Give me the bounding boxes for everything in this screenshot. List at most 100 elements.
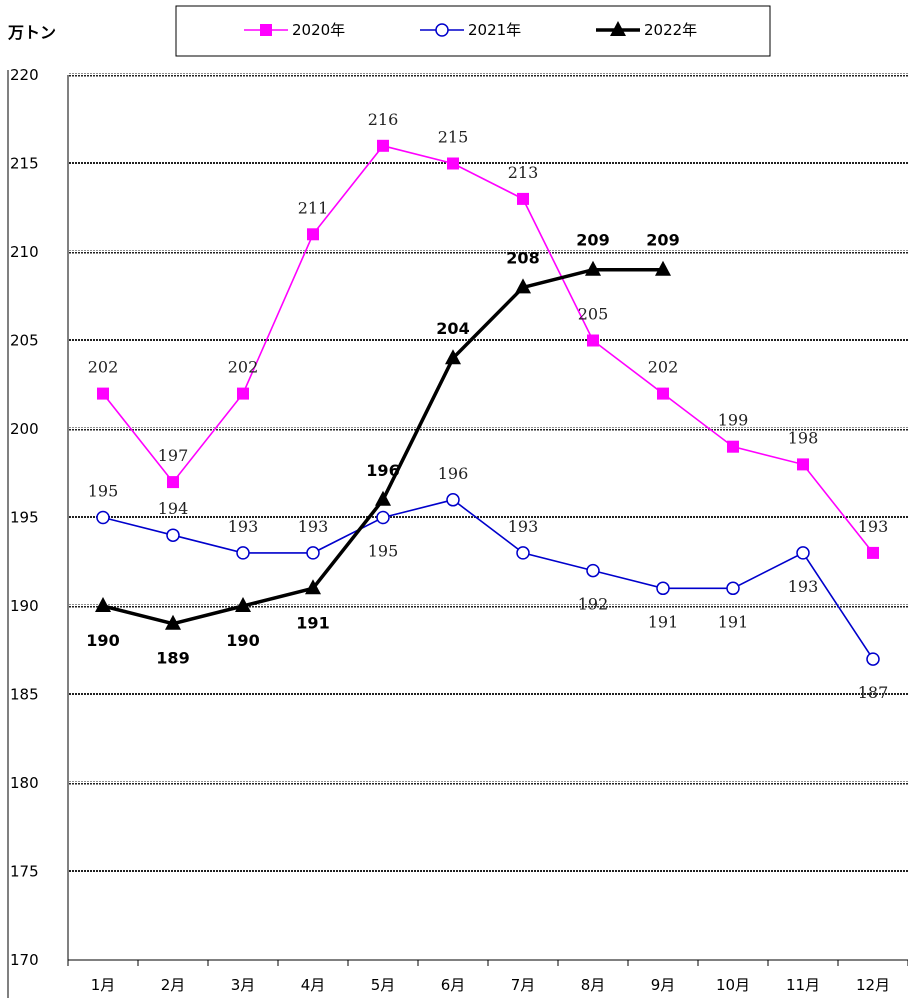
gridline-210: [68, 250, 908, 254]
square-marker: [657, 387, 669, 400]
data-label: 190: [86, 631, 119, 650]
gridlines: [68, 73, 908, 873]
gridline-220: [68, 73, 908, 77]
y-tick-label-205: 205: [10, 332, 39, 350]
y-tick-label-220: 220: [10, 66, 39, 84]
triangle-marker: [165, 614, 181, 630]
data-label: 187: [858, 683, 889, 702]
data-label: 211: [298, 198, 329, 217]
y-tick-label-175: 175: [10, 863, 39, 881]
triangle-marker: [445, 349, 461, 365]
gridline-180: [68, 781, 908, 785]
data-label: 191: [296, 613, 329, 632]
x-tick-label: 3月: [231, 976, 256, 994]
gridline-215: [68, 162, 908, 165]
legend-frame: [175, 5, 771, 57]
legend: 2020年 2021年 2022年: [175, 5, 771, 57]
square-marker: [587, 334, 599, 347]
x-tick-label: 2月: [161, 976, 186, 994]
circle-marker: [586, 563, 600, 578]
y-tick-label-215: 215: [10, 155, 39, 173]
data-label: 213: [508, 163, 539, 182]
square-marker: [377, 139, 389, 152]
square-marker: [167, 476, 179, 489]
square-marker: [517, 192, 529, 205]
data-label: 195: [368, 542, 399, 561]
circle-marker: [166, 528, 180, 542]
triangle-marker: [235, 597, 251, 612]
triangle-marker: [375, 490, 391, 506]
data-label: 209: [646, 231, 679, 250]
square-marker: [727, 440, 739, 453]
data-label: 191: [648, 612, 679, 631]
data-labels: 202 197 202 211 216 215 213 205 202 199 198 193 195 1…: [86, 110, 888, 702]
x-tick-label: 8月: [581, 976, 606, 994]
x-tick-label: 10月: [716, 976, 750, 994]
legend-label: 2020年: [292, 21, 345, 39]
triangle-marker: [515, 278, 531, 294]
data-label: 202: [88, 358, 119, 377]
circle-marker: [236, 546, 250, 560]
data-label: 193: [298, 517, 329, 536]
series-line: [102, 144, 874, 554]
data-label: 191: [718, 612, 749, 631]
y-tick-label-190: 190: [10, 597, 39, 615]
triangle-marker: [610, 21, 626, 36]
circle-marker: [796, 546, 810, 560]
series-2022年: [95, 260, 671, 630]
data-label: 198: [788, 428, 819, 447]
data-label: 202: [648, 358, 679, 377]
gridline-205: [68, 339, 908, 342]
data-label: 190: [226, 631, 259, 650]
square-marker: [797, 458, 809, 471]
circle-marker: [446, 493, 460, 507]
circle-marker: [96, 510, 110, 525]
gridline-185: [68, 693, 908, 696]
circle-marker: [866, 652, 880, 666]
gridline-175: [68, 870, 908, 873]
data-label: 193: [858, 517, 889, 536]
data-label: 197: [158, 446, 189, 465]
x-tick-label: 11月: [786, 976, 820, 994]
square-marker: [867, 546, 879, 559]
triangle-marker: [585, 260, 601, 276]
data-label: 216: [368, 110, 399, 129]
data-label: 208: [506, 248, 539, 267]
gridline-200: [68, 427, 908, 431]
square-marker: [307, 228, 319, 241]
data-label: 196: [438, 464, 469, 483]
gridline-190: [68, 604, 908, 608]
y-tick-label-170: 170: [10, 951, 39, 969]
series-2021年: [96, 493, 880, 666]
x-tick-label: 4月: [301, 976, 326, 994]
y-tick-label-180: 180: [10, 774, 39, 792]
y-tick-label-210: 210: [10, 243, 39, 261]
data-label: 189: [156, 649, 189, 668]
series-2020年: [97, 139, 879, 559]
series-line: [102, 498, 874, 660]
data-label: 196: [366, 461, 399, 480]
circle-marker: [726, 581, 740, 596]
circle-marker: [656, 581, 670, 596]
x-tick-label: 5月: [371, 976, 396, 994]
circle-marker: [516, 546, 530, 560]
square-marker: [97, 387, 109, 400]
axes: 170 175 180 185 190 195 200 205 210 215 220 1月 2月 3月 4…: [10, 66, 908, 994]
x-tick-label: 1月: [91, 976, 116, 994]
triangle-marker: [95, 597, 111, 612]
data-label: 193: [228, 517, 259, 536]
data-label: 215: [438, 128, 469, 147]
data-label: 199: [718, 411, 749, 430]
series-layer: [95, 139, 880, 666]
data-label: 192: [578, 595, 609, 614]
triangle-marker: [305, 579, 321, 595]
legend-label: 2022年: [644, 21, 697, 39]
square-marker: [237, 387, 249, 400]
circle-marker: [376, 510, 390, 525]
y-tick-label-200: 200: [10, 420, 39, 438]
data-label: 202: [228, 358, 259, 377]
data-label: 195: [88, 482, 119, 501]
gridline-195: [68, 516, 908, 519]
x-tick-label: 12月: [856, 976, 890, 994]
square-marker: [447, 157, 459, 170]
